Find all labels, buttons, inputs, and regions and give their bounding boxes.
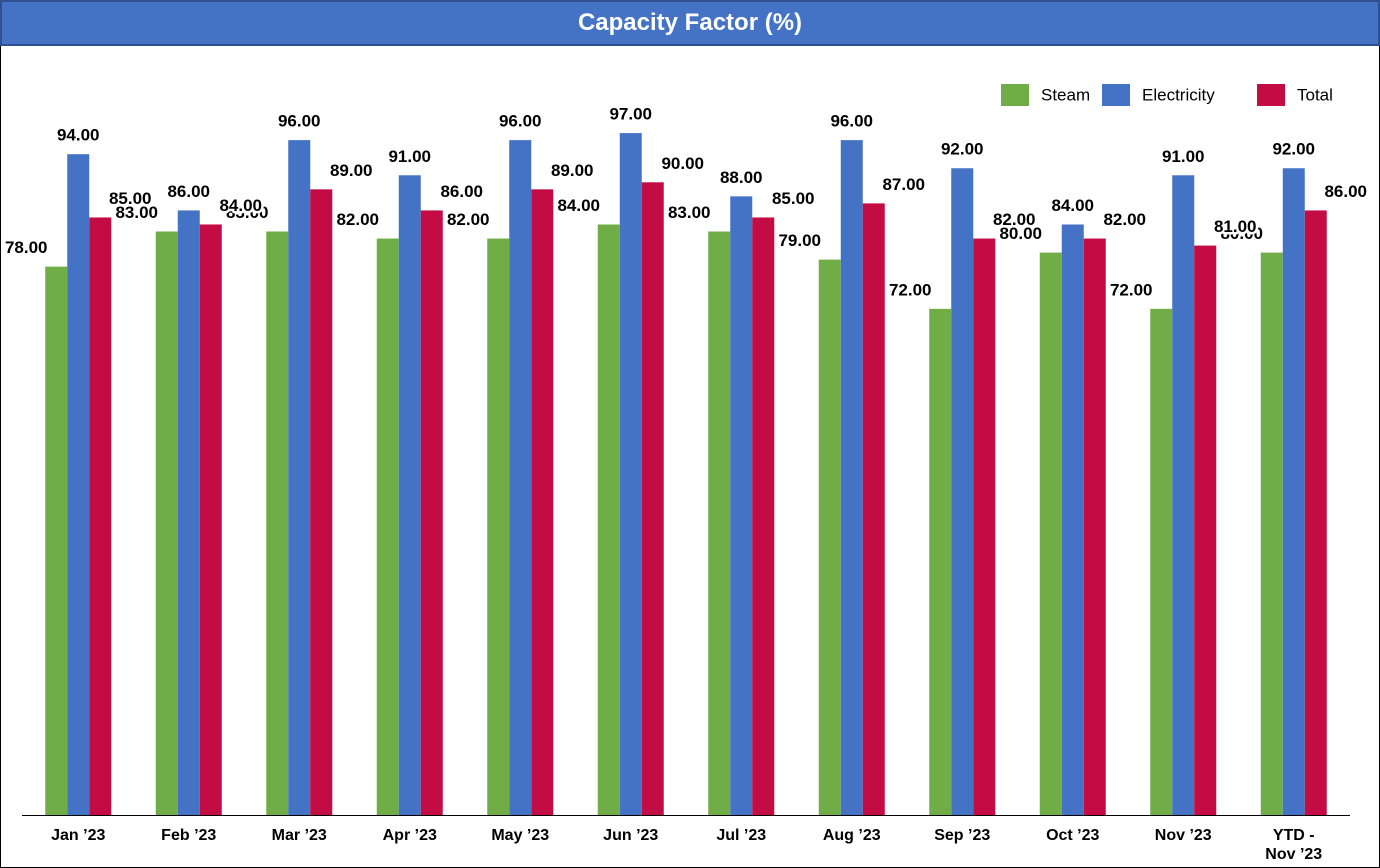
- bar: [398, 175, 421, 815]
- bar: [199, 224, 222, 816]
- data-label: 90.00: [661, 154, 704, 173]
- bar: [177, 210, 200, 816]
- data-label: 80.00: [1220, 224, 1263, 243]
- bar: [641, 182, 664, 816]
- bar: [1150, 308, 1173, 815]
- data-label: 82.00: [993, 210, 1036, 229]
- bar: [288, 140, 311, 815]
- data-label: 82.00: [1103, 210, 1146, 229]
- bar: [818, 259, 841, 815]
- bar: [929, 308, 952, 815]
- x-tick-label: Jan ’23: [51, 827, 106, 844]
- data-label: 92.00: [1272, 140, 1315, 159]
- bar: [155, 231, 178, 815]
- data-label: 88.00: [720, 168, 763, 187]
- data-label: 86.00: [440, 182, 483, 201]
- bar: [708, 231, 731, 815]
- bar: [1194, 245, 1217, 815]
- data-label: 78.00: [5, 238, 48, 257]
- x-tick-label: Feb ’23: [161, 827, 217, 844]
- data-label: 83.00: [115, 203, 158, 222]
- x-tick-label: Mar ’23: [271, 827, 327, 844]
- data-label: 83.00: [226, 203, 269, 222]
- data-label: 84.00: [557, 196, 600, 215]
- bar: [1061, 224, 1084, 816]
- bar: [730, 196, 753, 816]
- bar: [89, 217, 112, 815]
- x-tick-label: Aug ’23: [822, 827, 881, 844]
- bar: [266, 231, 289, 815]
- bar: [1039, 252, 1062, 816]
- legend-swatch: [1102, 84, 1130, 106]
- bar: [531, 189, 554, 815]
- legend-swatch: [1001, 84, 1029, 106]
- bar: [420, 210, 443, 816]
- data-label: 96.00: [830, 112, 873, 131]
- x-tick-label: Jul ’23: [716, 827, 767, 844]
- data-label: 72.00: [1110, 280, 1153, 299]
- x-tick-label: Nov ’23: [1154, 827, 1212, 844]
- legend-label: Steam: [1041, 85, 1090, 104]
- data-label: 83.00: [668, 203, 711, 222]
- bar: [1083, 238, 1106, 816]
- data-label: 84.00: [1051, 196, 1094, 215]
- data-label: 89.00: [330, 161, 373, 180]
- x-tick-label: May ’23: [491, 827, 550, 844]
- data-label: 84.00: [219, 196, 262, 215]
- bar: [1172, 175, 1195, 815]
- data-label: 85.00: [772, 189, 815, 208]
- bar: [752, 217, 775, 815]
- data-label: 97.00: [609, 105, 652, 124]
- bar: [67, 154, 90, 815]
- legend-label: Total: [1297, 85, 1333, 104]
- data-label: 96.00: [499, 112, 542, 131]
- bar: [45, 266, 68, 815]
- data-label: 80.00: [999, 224, 1042, 243]
- data-label: 89.00: [551, 161, 594, 180]
- data-label: 92.00: [941, 140, 984, 159]
- bar: [310, 189, 333, 815]
- x-tick-label: Sep ’23: [934, 827, 991, 844]
- x-tick-label: Oct ’23: [1046, 827, 1100, 844]
- data-label: 91.00: [388, 147, 431, 166]
- bar: [597, 224, 620, 816]
- bar: [973, 238, 996, 816]
- legend-swatch: [1257, 84, 1285, 106]
- data-label: 86.00: [167, 182, 210, 201]
- data-label: 81.00: [1214, 217, 1257, 236]
- bar: [951, 168, 974, 816]
- data-label: 91.00: [1162, 147, 1205, 166]
- x-tick-label: Apr ’23: [382, 827, 437, 844]
- chart-title: Capacity Factor (%): [0, 0, 1380, 46]
- legend-label: Electricity: [1142, 85, 1215, 104]
- data-label: 96.00: [278, 112, 321, 131]
- data-label: 82.00: [447, 210, 490, 229]
- data-label: 86.00: [1324, 182, 1367, 201]
- x-tick-label: YTD - Nov ’23: [1265, 827, 1323, 863]
- bar: [509, 140, 532, 815]
- data-label: 87.00: [882, 175, 925, 194]
- bar: [487, 238, 510, 816]
- data-label: 82.00: [336, 210, 379, 229]
- data-label: 85.00: [109, 189, 152, 208]
- bar: [1282, 168, 1305, 816]
- data-label: 94.00: [57, 126, 100, 145]
- bar: [1304, 210, 1327, 816]
- data-label: 79.00: [778, 231, 821, 250]
- bar: [1260, 252, 1283, 816]
- data-label: 72.00: [889, 280, 932, 299]
- bar: [619, 133, 642, 816]
- x-tick-label: Jun ’23: [603, 827, 659, 844]
- bar: [862, 203, 885, 815]
- bar: [840, 140, 863, 815]
- bar: [376, 238, 399, 816]
